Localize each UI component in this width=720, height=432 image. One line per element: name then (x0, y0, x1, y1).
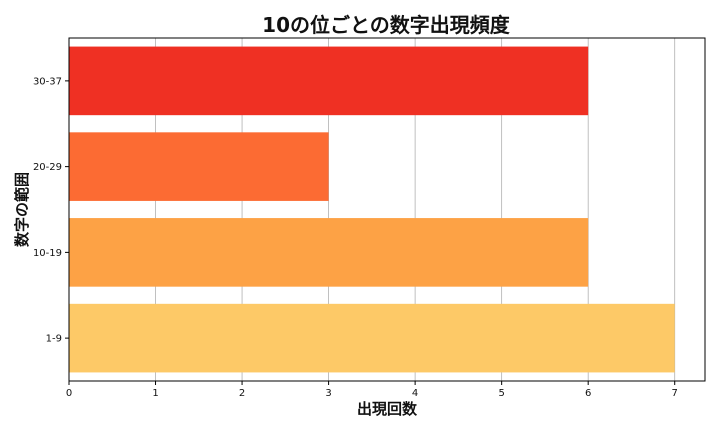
chart-title: 10の位ごとの数字出現頻度 (262, 13, 511, 37)
bar-20-29 (69, 132, 329, 201)
bar-30-37 (69, 46, 589, 116)
y-tick-label: 20-29 (33, 162, 62, 173)
y-tick-label: 30-37 (33, 76, 62, 87)
x-tick-label: 1 (152, 388, 158, 399)
plot-frame (68, 37, 706, 382)
bars (69, 46, 675, 373)
x-tick-label: 7 (672, 388, 678, 399)
x-tick-label: 5 (498, 388, 504, 399)
y-tick-label: 10-19 (33, 248, 62, 259)
y-axis-label: 数字の範囲 (13, 172, 31, 247)
x-tick-label: 0 (66, 388, 72, 399)
x-tick-label: 4 (412, 388, 418, 399)
bar-1-9 (69, 303, 675, 373)
x-ticks: 0 1 2 3 4 5 6 7 (66, 381, 678, 399)
y-ticks: 1-9 10-19 20-29 30-37 (33, 76, 69, 345)
x-tick-label: 2 (239, 388, 245, 399)
x-tick-label: 3 (325, 388, 331, 399)
x-axis-label: 出現回数 (357, 400, 418, 418)
y-tick-label: 1-9 (46, 334, 62, 345)
x-tick-label: 6 (585, 388, 591, 399)
bar-10-19 (69, 218, 589, 287)
